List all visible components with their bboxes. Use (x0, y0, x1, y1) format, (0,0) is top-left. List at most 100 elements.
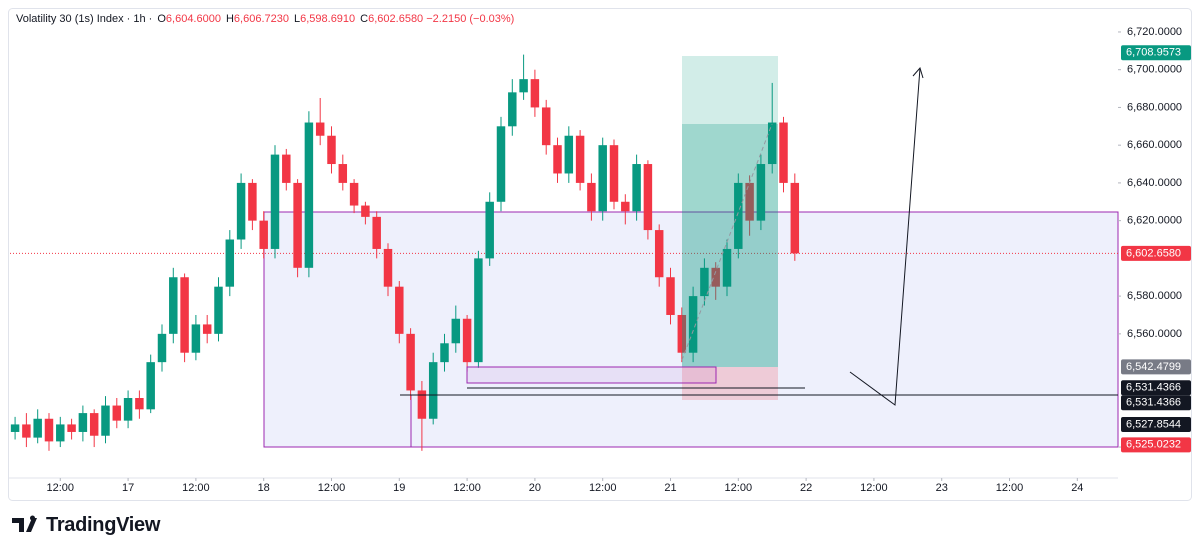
candle-body (395, 286, 404, 334)
price-tag-label: 6,542.4799 (1126, 361, 1181, 373)
candle-body (496, 126, 506, 202)
candle-body (383, 248, 393, 287)
price-tag (1121, 245, 1191, 261)
candle-body (225, 239, 235, 287)
order-block (466, 366, 717, 384)
candle-body (259, 220, 268, 249)
x-tick-label: 12:00 (996, 482, 1024, 494)
x-tick-label: 24 (1071, 482, 1083, 494)
candle-body (202, 324, 212, 334)
candle-body (598, 145, 607, 212)
candle-body (338, 164, 348, 183)
candle-body (270, 154, 280, 249)
candle-body (643, 164, 653, 231)
y-tick-label: 6,560.0000 (1127, 328, 1182, 340)
candle-body (688, 296, 698, 353)
candle-body (56, 424, 65, 442)
x-tick-label: 12:00 (182, 482, 210, 494)
candle-body (417, 390, 427, 419)
candle-body (315, 122, 325, 136)
candle-body (767, 122, 777, 165)
x-tick-label: 12:00 (453, 482, 481, 494)
change: −2.2150 (−0.03%) (426, 13, 515, 25)
candle-body (779, 122, 788, 183)
candle-body (462, 318, 472, 363)
price-tag (1121, 437, 1191, 453)
candle-body (564, 135, 574, 174)
price-tag-label: 6,525.0232 (1126, 439, 1181, 451)
x-tick-label: 12:00 (47, 482, 75, 494)
candle-body (180, 277, 189, 353)
candle-body (745, 182, 754, 221)
ohlc-value: 6,602.6580 (368, 13, 424, 25)
candle-body (451, 318, 461, 344)
price-tag-label: 6,527.8544 (1126, 418, 1181, 430)
candle-body (587, 182, 596, 212)
x-tick-label: 17 (122, 482, 134, 494)
candle-body (146, 362, 155, 410)
candle-body (22, 424, 31, 438)
x-tick-label: 22 (800, 482, 812, 494)
candle-body (349, 182, 359, 206)
x-tick-label: 12:00 (318, 482, 346, 494)
trade-line (681, 123, 773, 361)
candle-body (135, 398, 144, 410)
profit-zone (682, 124, 778, 367)
candle-body (214, 286, 223, 334)
candle-body (485, 201, 494, 259)
candle-body (169, 277, 178, 334)
y-tick-label: 6,580.0000 (1127, 290, 1182, 302)
candle-body (372, 216, 381, 249)
price-tag-label: 6,531.4366 (1126, 382, 1181, 394)
candle-body (666, 277, 675, 315)
candle-body (722, 248, 732, 287)
target-zone (682, 56, 778, 367)
x-tick-label: 20 (529, 482, 541, 494)
y-tick-label: 6,720.0000 (1127, 26, 1182, 38)
candle-body (609, 145, 619, 202)
candle-body (790, 182, 800, 254)
candle-body (361, 205, 370, 217)
price-tag (1121, 395, 1191, 411)
candle-body (123, 398, 133, 421)
drawings (400, 56, 1118, 406)
candle-body (519, 79, 528, 93)
x-tick-label: 12:00 (589, 482, 617, 494)
ohlc-key: O (157, 13, 166, 25)
ohlc-key: C (360, 13, 369, 25)
ohlc-value: 6,604.6000 (165, 13, 221, 25)
candle-body (67, 424, 76, 432)
candle-body (78, 413, 88, 432)
ohlc-key: L (293, 13, 301, 25)
candle-body (282, 154, 291, 183)
x-tick-label: 23 (936, 482, 948, 494)
chart-frame (8, 8, 1192, 501)
price-tag-label: 6,602.6580 (1126, 247, 1181, 259)
ohlc: O6,604.6000 H6,606.7230 L6,598.6910 C6,602.… (152, 13, 423, 25)
price-tag-label: 6,708.9573 (1126, 47, 1181, 59)
legend: Volatility 30 (1s) Index · 1h · O6,604.60… (16, 13, 514, 25)
price-tag (1121, 417, 1191, 433)
x-tick-label: 18 (258, 482, 270, 494)
y-tick-label: 6,640.0000 (1127, 177, 1182, 189)
candle-body (553, 145, 562, 174)
ohlc-value: 6,606.7230 (233, 13, 289, 25)
candle-body (575, 135, 585, 183)
logo-icon (12, 515, 37, 532)
candle-body (530, 79, 540, 108)
candle-body (406, 333, 415, 391)
candle-body (711, 267, 720, 287)
candle-body (112, 405, 122, 421)
candle-body (33, 418, 42, 438)
projection-path (849, 67, 921, 406)
candle-body (734, 182, 743, 249)
price-tag (1121, 380, 1191, 396)
candle-body (428, 362, 438, 419)
candle-body (293, 182, 302, 268)
candle-body (101, 405, 110, 436)
y-tick-label: 6,680.0000 (1127, 101, 1182, 113)
candle-body (248, 182, 257, 221)
y-tick-label: 6,700.0000 (1127, 64, 1182, 76)
